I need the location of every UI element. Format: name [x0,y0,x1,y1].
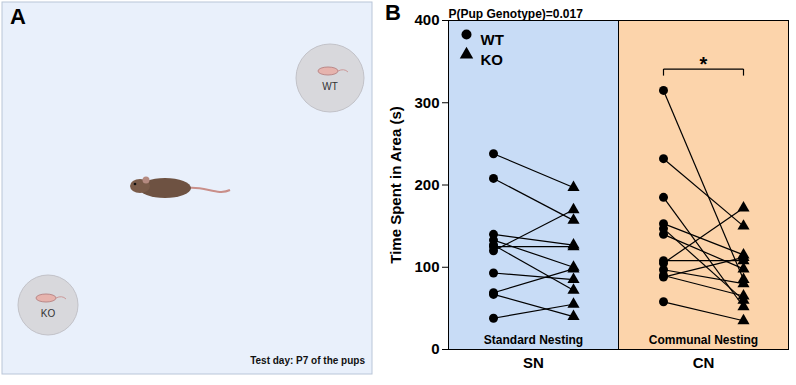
svg-text:CN: CN [693,354,715,371]
svg-text:100: 100 [414,258,439,275]
svg-text:Time Spent in Area (s): Time Spent in Area (s) [387,106,404,264]
html-text:B: B [385,0,401,25]
svg-text:KO: KO [481,51,504,68]
svg-text:Communal Nesting: Communal Nesting [649,333,758,347]
svg-text:400: 400 [414,11,439,28]
svg-text:300: 300 [414,94,439,111]
svg-text:WT: WT [322,81,338,92]
svg-text:Test day: P7 of the pups: Test day: P7 of the pups [250,355,365,366]
svg-text:KO: KO [41,308,56,319]
html-text:A: A [10,4,26,29]
svg-text:P(Pup Genotype)=0.017: P(Pup Genotype)=0.017 [449,7,584,21]
svg-text:*: * [700,53,708,75]
svg-text:Standard Nesting: Standard Nesting [484,333,583,347]
svg-text:0: 0 [431,340,439,357]
svg-text:200: 200 [414,176,439,193]
svg-text:WT: WT [481,31,504,48]
svg-text:SN: SN [523,354,544,371]
